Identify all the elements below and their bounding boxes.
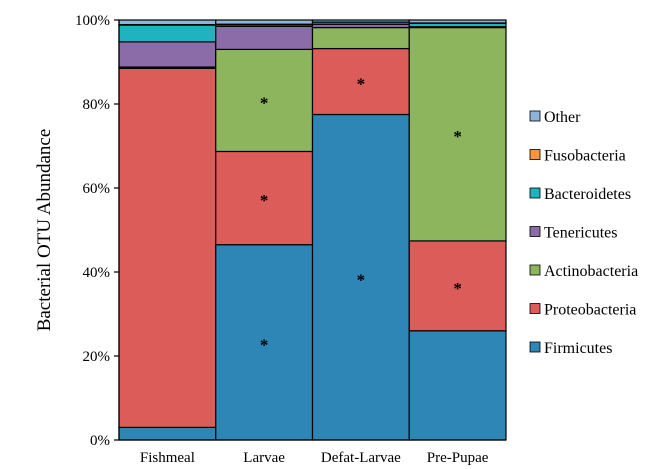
bar-segment-fishmeal-firmicutes — [118, 426, 217, 441]
legend-label-fusobacteria: Fusobacteria — [544, 148, 626, 165]
significance-marker: * — [260, 335, 269, 354]
significance-marker: * — [260, 191, 269, 210]
legend-label-tenericutes: Tenericutes — [544, 225, 618, 242]
legend-swatch-bacteroidetes — [529, 187, 541, 199]
legend-label-firmicutes: Firmicutes — [544, 340, 612, 357]
legend: Other Fusobacteria Bacteroidetes Tenericute… — [529, 109, 638, 357]
bar-segment-fishmeal-other — [118, 19, 217, 26]
legend-label-proteobacteria: Proteobacteria — [544, 302, 636, 319]
legend-label-other: Other — [544, 109, 581, 126]
y-tick-label: 100% — [75, 13, 110, 29]
significance-marker: * — [357, 270, 366, 289]
bar-segment-fishmeal-proteobacteria — [118, 67, 217, 429]
significance-marker: * — [453, 127, 462, 146]
bar-segment-defat-larvae-proteobacteria — [311, 47, 410, 116]
significance-marker: * — [453, 279, 462, 298]
significance-marker: * — [357, 75, 366, 94]
bar-segment-larvae-tenericutes — [215, 25, 314, 50]
bar-segment-pre-pupae-firmicutes — [408, 330, 507, 441]
bar-segment-pre-pupae-proteobacteria — [408, 240, 507, 332]
bar-segment-defat-larvae-actinobacteria — [311, 26, 410, 50]
x-tick-label-larvae: Larvae — [243, 450, 285, 466]
y-tick-label: 60% — [83, 181, 111, 197]
x-tick-label-pre-pupae: Pre-Pupae — [427, 450, 489, 466]
legend-swatch-tenericutes — [529, 226, 541, 237]
y-axis-label: Bacterial OTU Abundance — [34, 129, 55, 332]
y-tick-label: 0% — [90, 433, 110, 449]
legend-swatch-proteobacteria — [529, 303, 541, 314]
y-tick-label: 40% — [83, 265, 111, 281]
bar-segment-defat-larvae-firmicutes — [311, 113, 410, 441]
y-tick-label: 20% — [83, 349, 111, 365]
legend-swatch-actinobacteria — [529, 264, 541, 276]
y-tick-label: 80% — [83, 97, 111, 113]
bar-segment-defat-larvae-other — [311, 19, 410, 23]
legend-label-bacteroidetes: Bacteroidetes — [544, 186, 631, 203]
bar-segment-fishmeal-bacteroidetes — [118, 24, 217, 43]
bar-segment-fishmeal-tenericutes — [118, 41, 217, 68]
significance-marker: * — [260, 93, 269, 112]
bar-segment-pre-pupae-actinobacteria — [408, 26, 507, 242]
plot-area: Fishmeal Larvae Defat-Larvae Pre-Pupae * * * * *… — [75, 13, 507, 466]
bar-segment-larvae-actinobacteria — [215, 48, 314, 153]
legend-label-actinobacteria: Actinobacteria — [544, 263, 638, 280]
x-tick-label-defat-larvae: Defat-Larvae — [321, 450, 401, 466]
legend-swatch-firmicutes — [529, 341, 541, 353]
x-tick-label-fishmeal: Fishmeal — [140, 450, 195, 466]
bar-segment-larvae-firmicutes — [215, 244, 314, 441]
legend-swatch-other — [529, 110, 541, 122]
bar-segment-larvae-other — [215, 19, 314, 25]
legend-swatch-fusobacteria — [529, 149, 541, 160]
bar-segment-pre-pupae-other — [408, 19, 507, 24]
